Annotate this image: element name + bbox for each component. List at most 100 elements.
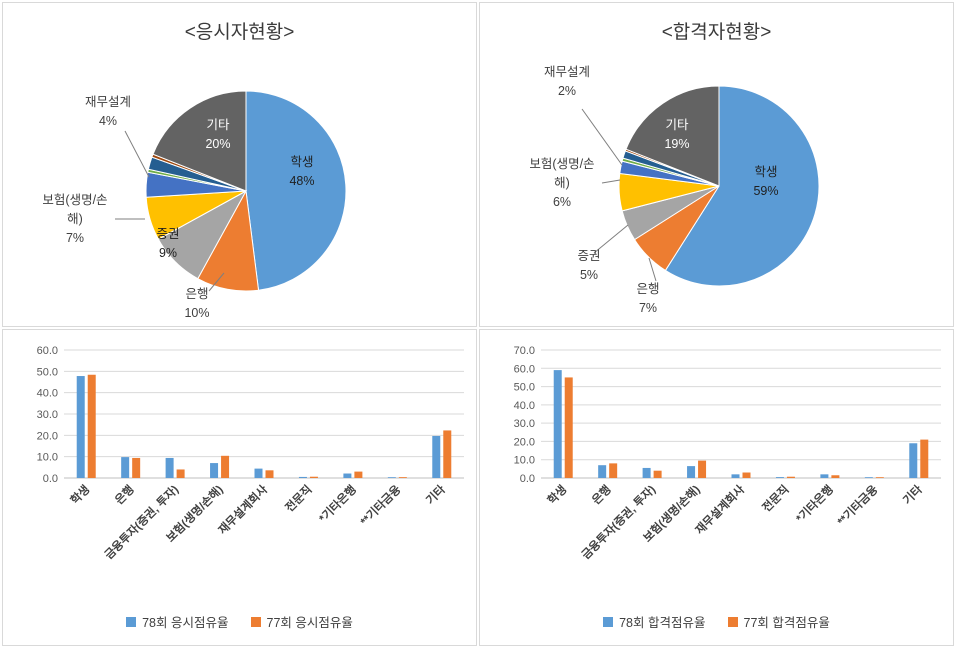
bar — [387, 477, 396, 478]
legend-swatch-77 — [727, 616, 738, 627]
bar — [609, 463, 618, 478]
pie-label-pct: 9% — [158, 245, 178, 260]
bar — [553, 370, 562, 478]
pie-label-pct: 10% — [184, 305, 210, 320]
passers-pie-canvas — [581, 85, 820, 287]
leader-line — [581, 108, 623, 166]
pie-label-student: 학생 48% — [273, 153, 331, 191]
y-tick-label: 20.0 — [514, 436, 535, 448]
bar — [786, 476, 795, 478]
y-tick-label: 60.0 — [37, 345, 58, 357]
bar — [698, 460, 707, 478]
y-tick-label: 60.0 — [514, 363, 535, 375]
bar — [909, 443, 918, 478]
pie-label-pct: 6% — [552, 194, 572, 209]
pie-label-pct: 59% — [753, 183, 779, 198]
pie-label-pct: 5% — [579, 267, 599, 282]
bar — [165, 457, 174, 478]
x-category-label: 은행 — [589, 482, 614, 507]
legend-item-77: 77회 응시점유율 — [250, 612, 353, 631]
x-category-label: 학생 — [67, 482, 92, 507]
bar — [354, 471, 363, 478]
pie-label-securities: 증권 5% — [564, 247, 614, 285]
applicants-legend: 78회 응시점유율 77회 응시점유율 — [3, 612, 476, 631]
pie-label-name: 증권 — [577, 249, 601, 263]
bar — [398, 477, 407, 478]
pie-label-name: 재무설계 — [543, 65, 590, 79]
legend-label-77: 77회 응시점유율 — [266, 616, 353, 630]
x-category-label: 기타 — [423, 482, 448, 507]
pie-label-pct: 20% — [205, 136, 231, 151]
pie-label-other: 기타 20% — [189, 116, 247, 154]
bar — [731, 474, 740, 478]
bar — [642, 467, 651, 478]
y-tick-label: 10.0 — [37, 452, 58, 464]
pie-label-name: 은행 — [185, 287, 209, 301]
bar — [298, 476, 307, 478]
pie-label-bank: 은행 7% — [620, 280, 676, 318]
pie-label-name: 학생 — [754, 165, 778, 179]
bar — [176, 469, 185, 478]
pie-label-name: 재무설계 — [84, 95, 131, 109]
pie-label-pct: 7% — [638, 300, 658, 315]
bar — [598, 465, 607, 478]
bar — [831, 475, 840, 478]
y-tick-label: 0.0 — [43, 473, 58, 485]
panel-applicants-pie: <응시자현황> 학생 48% 기타 20% 재무설계 4% 보험(생명/손해) … — [2, 2, 477, 327]
passers-pie-title: <합격자현황> — [661, 22, 772, 43]
legend-swatch-78 — [126, 616, 137, 627]
bar — [775, 477, 784, 478]
y-tick-label: 40.0 — [37, 388, 58, 400]
y-tick-label: 10.0 — [514, 455, 535, 467]
bar — [742, 472, 751, 478]
pie-slice — [625, 85, 720, 187]
pie-label-student: 학생 59% — [736, 163, 796, 201]
leader-line — [124, 130, 150, 178]
leader-line — [593, 224, 629, 254]
applicants-bar-canvas: 0.0 10.0 20.0 30.0 40.0 50.0 60.0 학생 은행금융투자(증권, … — [37, 345, 464, 562]
y-tick-label: 0.0 — [520, 473, 535, 485]
pie-label-securities: 증권 9% — [143, 225, 193, 263]
x-category-label: **기타금융 — [357, 482, 403, 528]
y-tick-label: 50.0 — [514, 382, 535, 394]
legend-item-77: 77회 합격점유율 — [727, 612, 830, 631]
leader-line — [601, 179, 621, 184]
legend-item-78: 78회 합격점유율 — [603, 612, 706, 631]
pie-label-pct: 48% — [289, 173, 315, 188]
bar — [920, 439, 929, 478]
pie-label-name: 보험(생명/손해) — [42, 193, 108, 226]
pie-label-name: 은행 — [636, 282, 660, 296]
bar — [132, 457, 141, 478]
bar — [87, 374, 96, 478]
x-category-label: *기타은행 — [316, 482, 359, 525]
pie-label-name: 학생 — [290, 155, 314, 169]
bar — [343, 473, 352, 478]
panel-applicants-bars: 0.0 10.0 20.0 30.0 40.0 50.0 60.0 학생 은행 금융투자(증권, … — [2, 329, 477, 646]
y-tick-label: 50.0 — [37, 366, 58, 378]
bar — [265, 470, 274, 478]
pie-label-name: 기타 — [206, 118, 230, 132]
pie-label-insurance: 보험(생명/손해) 7% — [37, 191, 113, 247]
x-category-label: 전문직 — [282, 482, 314, 514]
pie-label-insurance: 보험(생명/손해) 6% — [524, 155, 600, 211]
pie-label-financial-planning: 재무설계 2% — [530, 63, 604, 101]
bar — [121, 457, 130, 478]
y-tick-label: 70.0 — [514, 345, 535, 357]
bar — [309, 476, 318, 478]
bar — [432, 435, 441, 478]
legend-swatch-78 — [603, 616, 614, 627]
bar — [254, 468, 263, 478]
x-category-label: 금융투자(증권, 투자) — [102, 482, 182, 562]
bar — [864, 477, 873, 478]
legend-label-78: 78회 응시점유율 — [142, 616, 229, 630]
bar — [653, 470, 662, 478]
x-category-label: 은행 — [112, 482, 137, 507]
leader-line — [208, 272, 225, 292]
pie-slice — [664, 85, 820, 287]
leader-line — [648, 257, 657, 282]
y-tick-label: 30.0 — [37, 409, 58, 421]
applicants-pie-title: <응시자현황> — [184, 22, 295, 43]
pie-label-pct: 4% — [98, 113, 118, 128]
bar — [564, 377, 573, 478]
x-category-label: 금융투자(증권, 투자) — [579, 482, 659, 562]
